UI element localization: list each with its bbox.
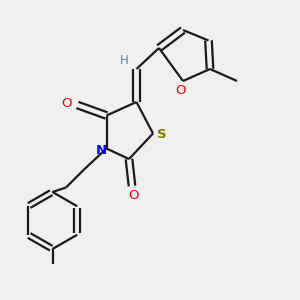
Text: H: H <box>119 54 128 67</box>
Text: O: O <box>62 97 72 110</box>
Text: S: S <box>157 128 167 142</box>
Text: O: O <box>128 189 139 202</box>
Text: O: O <box>175 83 186 97</box>
Text: N: N <box>95 144 107 158</box>
